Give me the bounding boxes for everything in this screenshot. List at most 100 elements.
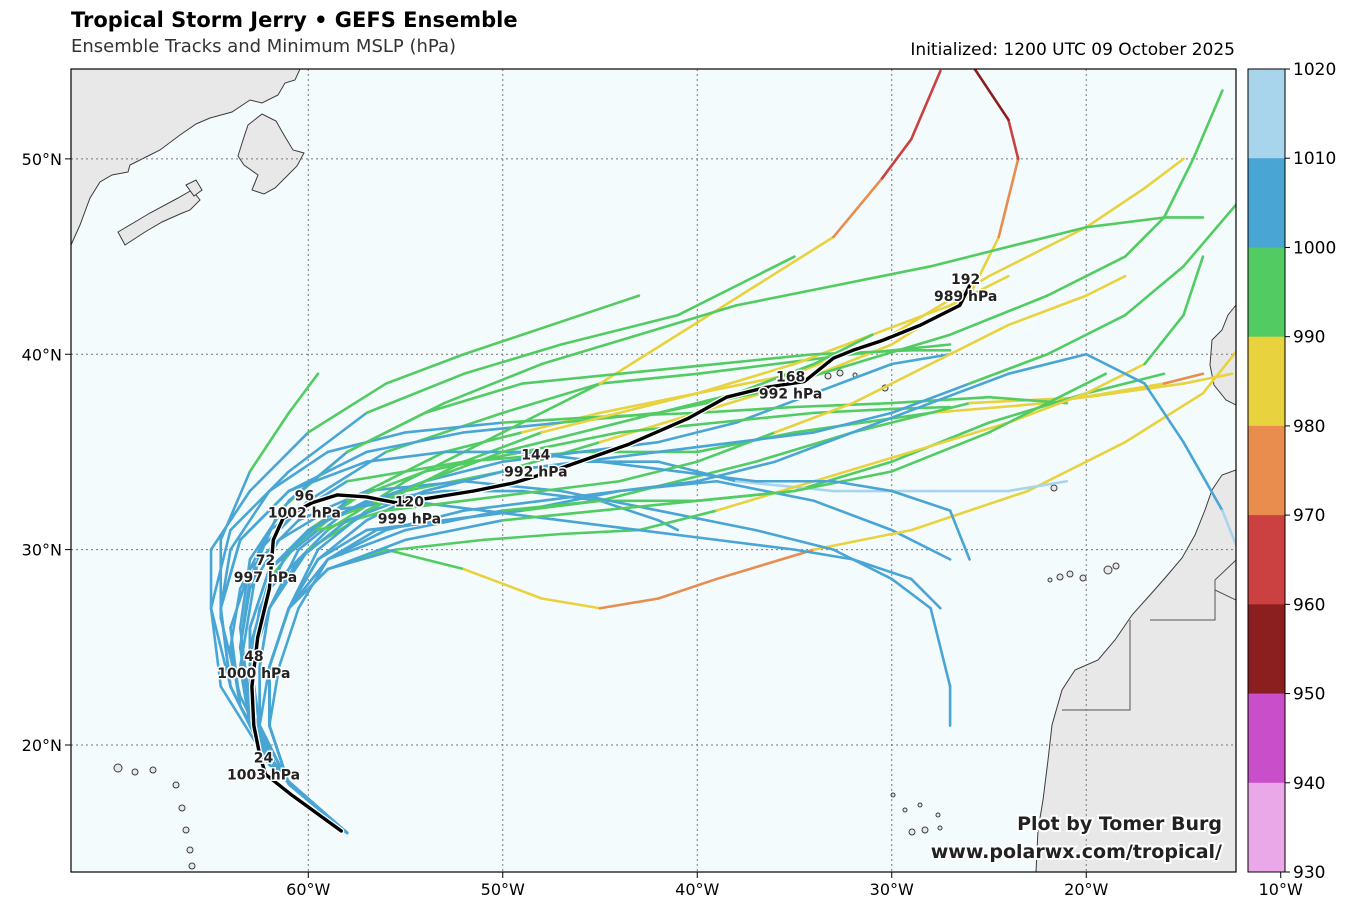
colorbar-bin <box>1248 247 1285 338</box>
track-segment <box>258 665 271 727</box>
track-segment <box>462 431 543 464</box>
colorbar-bin <box>1248 69 1285 159</box>
track-segment <box>365 479 427 512</box>
cape-verde-7 <box>937 825 943 831</box>
track-segment <box>462 567 543 600</box>
track-segment <box>1143 382 1185 444</box>
track-segment <box>598 499 699 512</box>
azores-island-2 <box>836 369 844 377</box>
track-segment <box>501 450 582 464</box>
track-segment <box>1084 274 1127 297</box>
track-segment <box>890 577 932 610</box>
track-segment <box>238 665 252 727</box>
track-segment <box>501 382 602 434</box>
track-segment <box>316 509 368 551</box>
track-segment <box>715 479 816 503</box>
track-segment <box>345 411 427 454</box>
track-segment <box>501 431 582 454</box>
track-segment <box>1162 157 1195 219</box>
colorbar-bin <box>1248 782 1285 873</box>
colorbar-tick-label: 950 <box>1293 685 1325 705</box>
colorbar-tick-label: 960 <box>1293 595 1325 615</box>
caribbean-island-1 <box>113 763 123 773</box>
track-segment <box>238 558 252 630</box>
track-segment <box>598 597 660 610</box>
track-segment <box>258 606 271 669</box>
track-segment <box>734 479 835 493</box>
track-segment <box>316 509 388 532</box>
track-segment <box>384 352 466 385</box>
north-america-coast <box>71 69 301 246</box>
track-segment <box>793 411 932 434</box>
track-segment <box>618 460 699 483</box>
track-segment <box>229 489 271 551</box>
track-segment <box>598 411 699 444</box>
lon-tick-label: 20°W <box>1064 880 1108 899</box>
colorbar-bin <box>1248 158 1285 248</box>
track-segment <box>306 382 388 434</box>
track-segment <box>773 431 855 464</box>
track-segment <box>520 372 621 385</box>
western-sahara-border <box>1150 559 1236 621</box>
colorbar-bin <box>1248 425 1285 516</box>
track-segment <box>871 304 952 337</box>
track-segment <box>482 532 563 542</box>
track-segment <box>793 401 894 409</box>
track-segment <box>1046 255 1127 297</box>
cape-verde-3 <box>917 802 923 808</box>
lon-tick-label: 30°W <box>870 880 914 899</box>
track-segment <box>1182 255 1205 317</box>
land-layer <box>71 69 1236 872</box>
track-segment <box>890 431 991 473</box>
mauritania-border <box>1062 620 1131 711</box>
colorbar-bin <box>1248 336 1285 427</box>
colorbar-tick-label: 1010 <box>1293 149 1336 169</box>
axis-ticks: 60°W 50°W 40°W 30°W 20°W 10°W 50°N 40°N 30°N 20°N <box>22 150 1303 899</box>
track-segment <box>948 294 1049 337</box>
track-segment <box>890 274 991 337</box>
lon-tick-label: 50°W <box>481 880 525 899</box>
track-segment <box>598 460 680 473</box>
track-segment <box>1007 392 1088 424</box>
track-segment <box>268 665 281 727</box>
track-segment <box>1123 265 1185 317</box>
track-segment <box>1084 352 1146 385</box>
track-segment <box>579 411 660 434</box>
iberia-coast <box>1209 304 1236 406</box>
track-segment <box>326 528 388 561</box>
track-segment <box>287 548 320 610</box>
canary-island-1 <box>1056 573 1064 581</box>
track-segment <box>1123 216 1166 258</box>
colorbar-bin <box>1248 693 1285 784</box>
track-segment <box>812 333 874 366</box>
pressure-label: 1000 hPa <box>217 666 290 682</box>
track-segment <box>384 548 466 571</box>
track-segment <box>1007 294 1088 327</box>
pressure-label: 992 hPa <box>504 465 567 481</box>
track-segment <box>657 509 757 532</box>
lat-tick-label: 20°N <box>22 736 62 755</box>
cape-verde-4 <box>935 812 941 818</box>
colorbar-tick-label: 1020 <box>1293 60 1336 80</box>
track-segment <box>929 245 1010 268</box>
track-segment <box>316 519 368 561</box>
track-segment <box>1143 157 1185 190</box>
track-segment <box>462 499 543 512</box>
track-segment <box>404 519 505 542</box>
pressure-label: 1003 hPa <box>227 768 300 784</box>
mean-track-line <box>250 284 972 833</box>
track-segment <box>695 362 796 395</box>
track-segment <box>1007 479 1069 493</box>
pressure-label: 997 hPa <box>234 570 297 586</box>
track-segment <box>754 255 796 278</box>
track-segment <box>287 372 320 415</box>
track-segment <box>987 225 1088 278</box>
track-segment <box>715 548 816 581</box>
track-segment <box>637 304 738 337</box>
track-segment <box>973 69 1010 122</box>
track-segment <box>404 421 505 434</box>
track-segment <box>734 284 835 307</box>
track-segment <box>695 460 777 483</box>
track-segment <box>812 499 894 532</box>
